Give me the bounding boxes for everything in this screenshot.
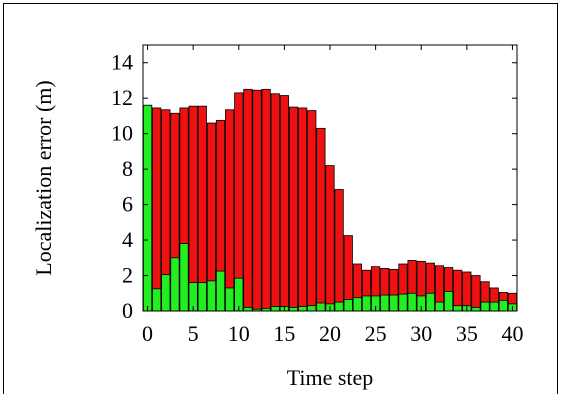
bar-s1-0 (142, 104, 153, 312)
bar-s0-14 (270, 93, 280, 312)
y-tick-label-6: 6 (122, 192, 133, 217)
y-tick-label-0: 0 (122, 298, 133, 323)
bar-s1-3 (170, 257, 180, 312)
bar-s0-17 (298, 107, 308, 312)
bar-s1-28 (398, 293, 408, 312)
x-tick-label-40: 40 (501, 321, 523, 346)
bar-s0-9 (225, 109, 235, 312)
bar-s1-6 (197, 282, 207, 312)
bar-s1-32 (434, 301, 445, 312)
x-tick-label-10: 10 (228, 321, 250, 346)
y-tick-label-14: 14 (111, 50, 133, 75)
bar-s0-13 (261, 88, 271, 312)
bar-s0-6 (197, 105, 207, 312)
bar-s1-1 (152, 288, 162, 312)
bar-s1-22 (343, 299, 353, 312)
bar-s1-11 (243, 307, 253, 312)
bar-s1-4 (179, 243, 189, 312)
bar-s1-9 (225, 287, 235, 312)
bar-s1-38 (489, 301, 499, 312)
figure-frame (3, 3, 558, 394)
bar-s1-39 (498, 299, 508, 312)
bar-s1-16 (288, 307, 299, 312)
bar-s1-21 (334, 301, 344, 312)
y-tick-label-12: 12 (111, 85, 133, 110)
bars-layer (142, 88, 518, 312)
x-tick-label-25: 25 (365, 321, 387, 346)
y-tick-label-8: 8 (122, 156, 133, 181)
bar-s0-5 (188, 105, 198, 312)
x-tick-label-15: 15 (273, 321, 295, 346)
bar-s0-1 (152, 107, 162, 312)
bar-s0-16 (288, 106, 299, 312)
x-tick-label-5: 5 (188, 321, 199, 346)
ticks-layer: 0 5 10 15 20 25 30 35 40 0 2 4 6 8 10 12 14 (111, 45, 523, 346)
bar-s1-23 (352, 297, 362, 312)
bar-s1-7 (206, 280, 217, 312)
x-tick-label-35: 35 (456, 321, 478, 346)
bar-s1-31 (425, 292, 435, 312)
bar-s0-35 (462, 271, 472, 312)
y-tick-label-10: 10 (111, 121, 133, 146)
bar-s1-37 (480, 301, 490, 312)
x-tick-label-20: 20 (319, 321, 341, 346)
bar-s1-2 (161, 274, 171, 312)
bar-s0-36 (471, 275, 481, 312)
bar-s1-33 (443, 291, 454, 312)
bar-s1-8 (215, 270, 226, 312)
bar-s1-34 (453, 305, 463, 312)
bar-s0-34 (453, 269, 463, 312)
bar-s1-17 (298, 306, 308, 312)
bar-s1-36 (471, 307, 481, 312)
x-tick-label-0: 0 (142, 321, 153, 346)
y-tick-label-2: 2 (122, 263, 133, 288)
bar-s0-19 (316, 127, 326, 312)
bar-s0-15 (279, 95, 289, 312)
bar-s1-26 (380, 294, 390, 312)
bar-s0-20 (325, 165, 335, 312)
bar-s1-14 (270, 306, 280, 312)
bar-s1-27 (389, 294, 399, 312)
bar-s0-11 (243, 88, 253, 312)
bar-s1-29 (407, 292, 417, 312)
bar-s0-21 (334, 189, 344, 312)
bar-s1-24 (361, 295, 372, 312)
bar-s0-18 (307, 110, 317, 312)
x-axis-label: Time step (287, 365, 374, 390)
y-axis-label: Localization error (m) (31, 80, 56, 275)
bar-s1-18 (307, 305, 317, 312)
y-tick-label-4: 4 (122, 227, 133, 252)
x-tick-label-30: 30 (410, 321, 432, 346)
bar-s0-12 (252, 89, 262, 312)
bar-s1-19 (316, 302, 326, 312)
